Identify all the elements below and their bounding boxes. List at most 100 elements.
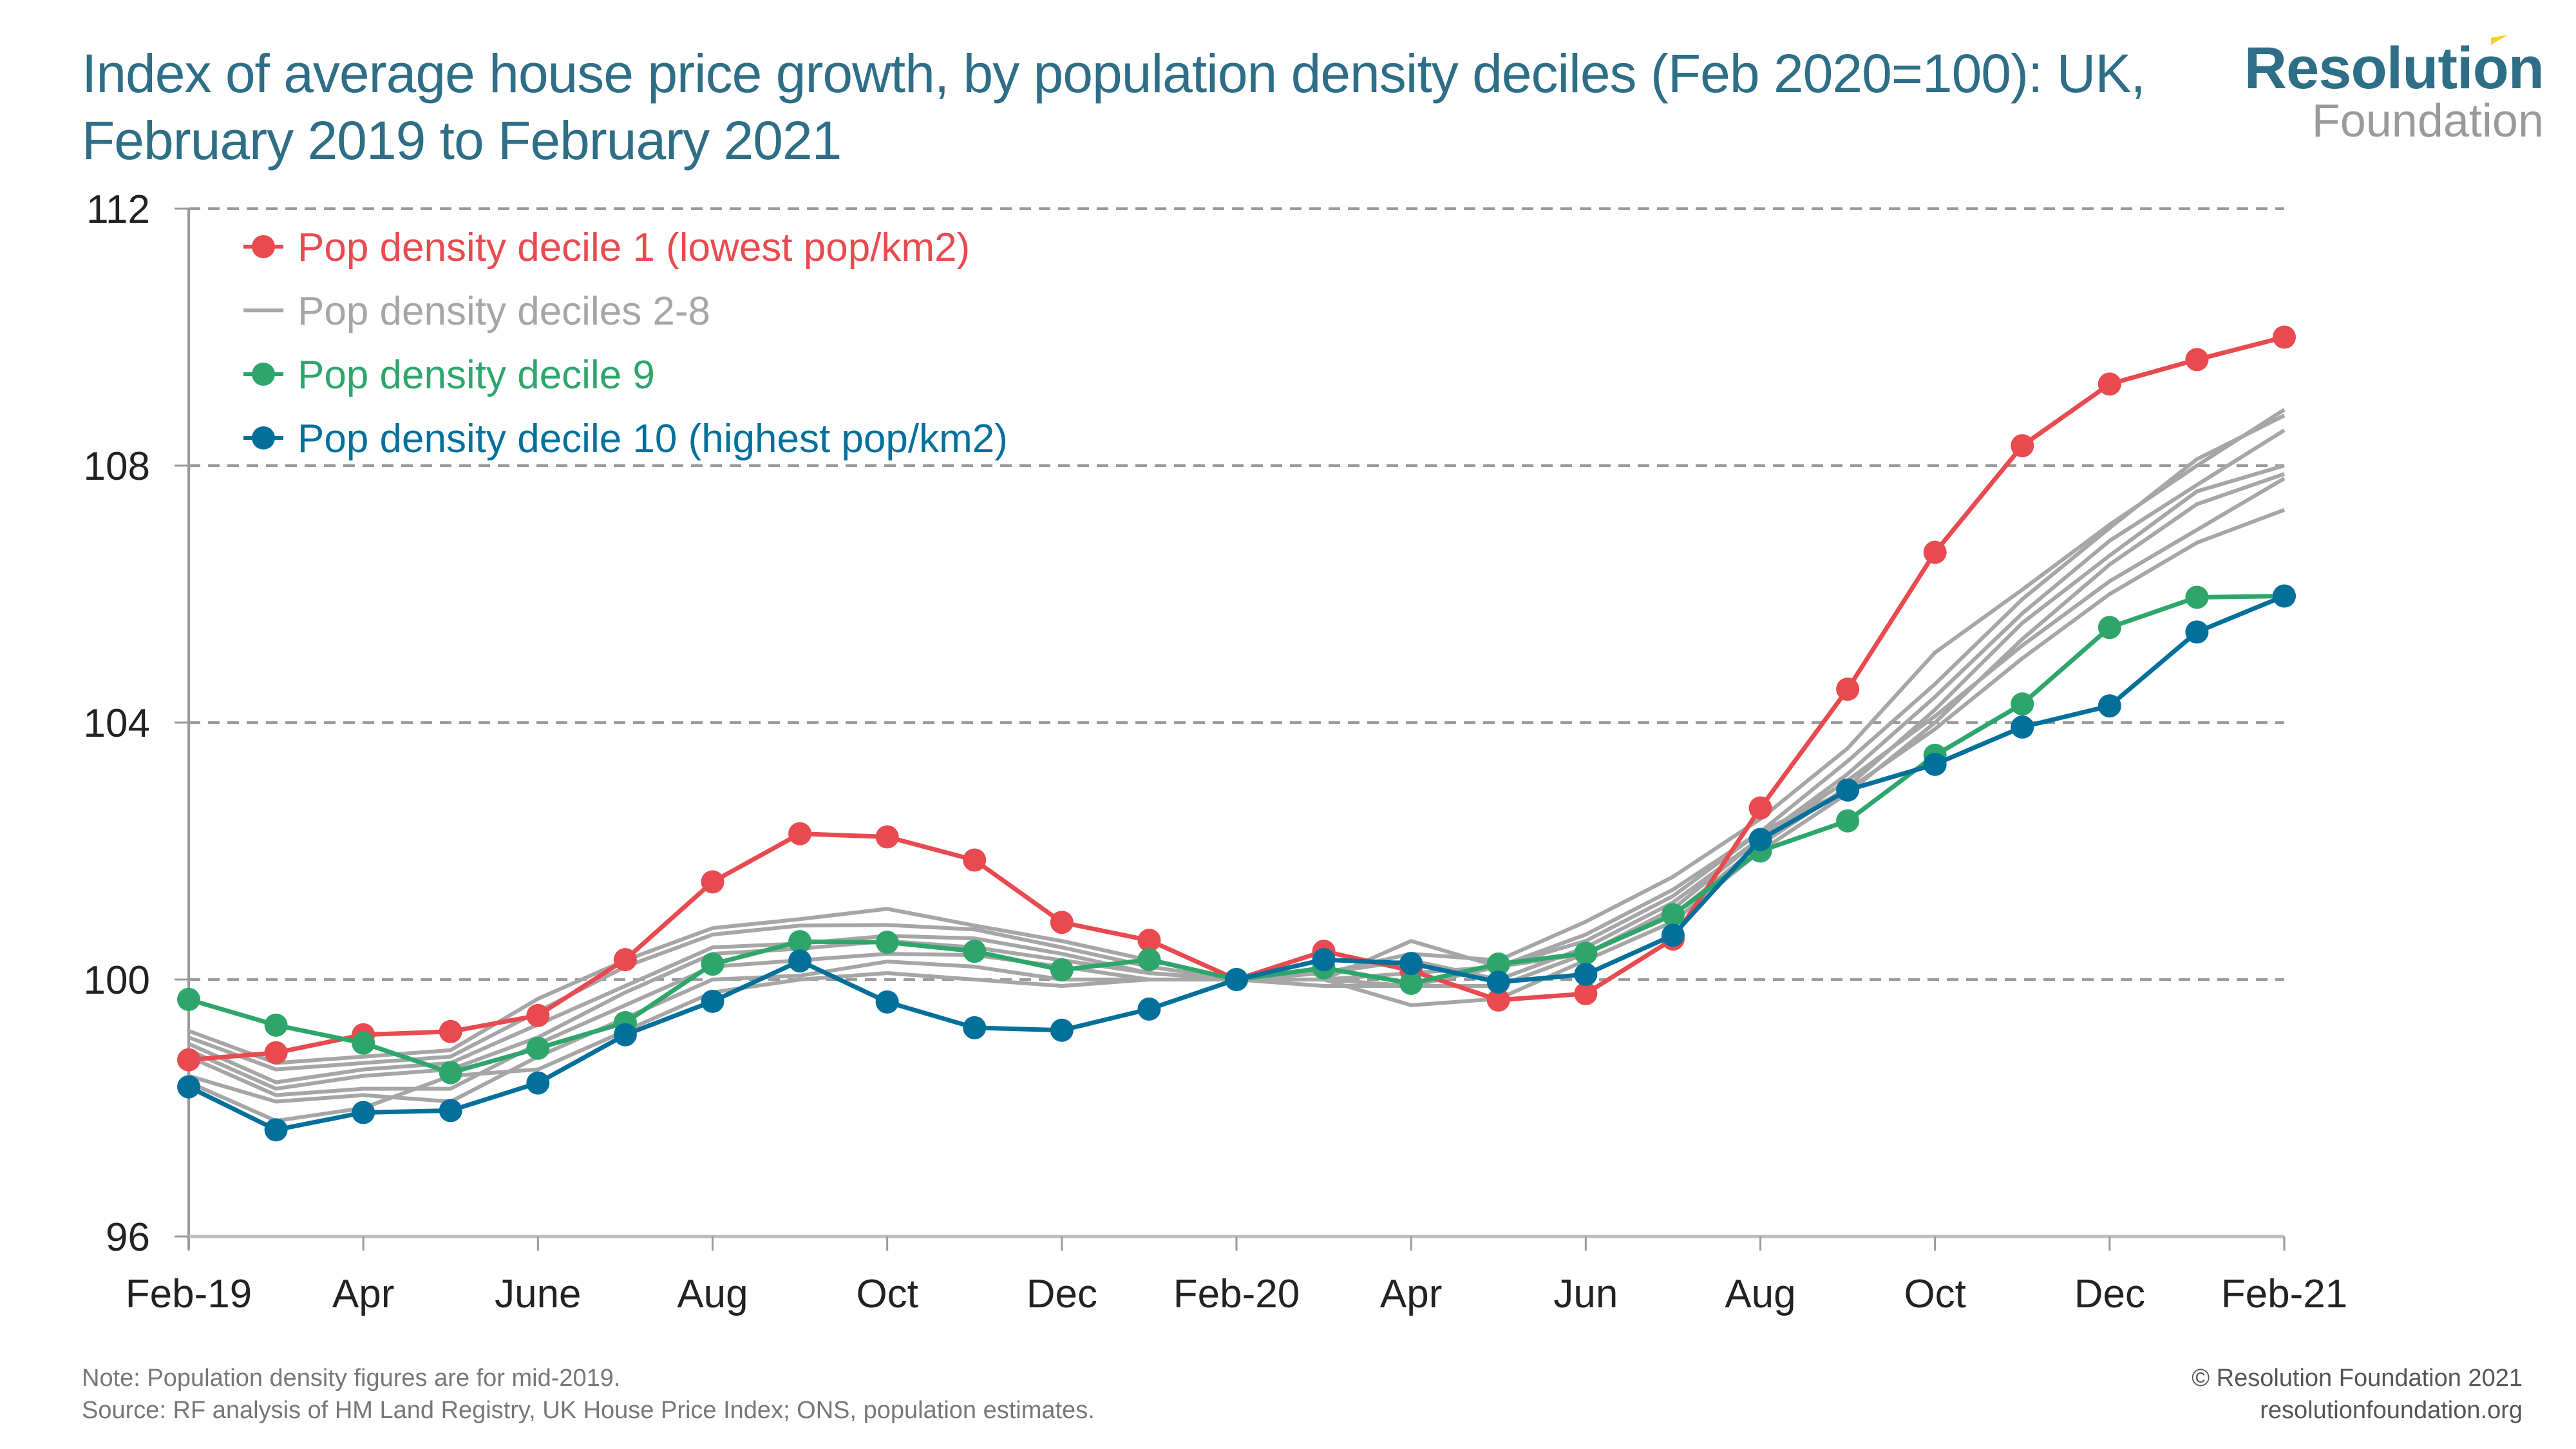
- series-decile9: [177, 584, 2296, 1084]
- data-point-decile10: [1312, 948, 1336, 972]
- data-point-decile10: [1225, 968, 1248, 991]
- logo-sub-text: Foundation: [2311, 95, 2544, 147]
- legend-marker-icon: [252, 426, 275, 450]
- series-line-decile9: [188, 593, 2285, 1075]
- data-point-decile9: [963, 940, 987, 963]
- series-line-deciles2_8: [188, 477, 2286, 1104]
- x-tick-label: Feb-19: [126, 1272, 252, 1316]
- data-point-decile10: [1050, 1018, 1074, 1042]
- data-point-decile9: [352, 1031, 375, 1055]
- data-point-decile10: [1137, 997, 1161, 1021]
- data-point-decile9: [526, 1036, 550, 1060]
- series-decile10: [177, 584, 2296, 1142]
- legend-item-decile9: Pop density decile 9: [243, 353, 655, 397]
- data-point-decile9: [1661, 903, 1685, 927]
- data-point-decile9: [264, 1013, 288, 1037]
- data-point-decile1: [2273, 325, 2296, 349]
- data-point-decile9: [177, 987, 200, 1011]
- y-tick-label-100: 100: [84, 958, 150, 1003]
- data-point-decile10: [2011, 715, 2034, 739]
- x-tick-label: Dec: [1027, 1272, 1097, 1316]
- chart-credit: © Resolution Foundation 2021 resolutionf…: [2192, 1362, 2523, 1426]
- logo-resolution-word: Resolution: [2244, 35, 2544, 101]
- y-tick-label-96: 96: [106, 1215, 150, 1260]
- data-point-decile1: [1923, 540, 1947, 564]
- data-point-decile1: [2011, 434, 2034, 458]
- data-point-decile9: [1486, 952, 1510, 976]
- data-point-decile9: [875, 931, 899, 954]
- data-point-decile1: [1486, 988, 1510, 1012]
- y-tick-label-112: 112: [86, 187, 150, 232]
- data-point-decile9: [1399, 971, 1423, 995]
- data-point-decile1: [1574, 981, 1598, 1005]
- website-text: resolutionfoundation.org: [2260, 1397, 2523, 1424]
- data-point-decile1: [2185, 348, 2209, 372]
- series: [177, 325, 2296, 1142]
- legend-marker-icon: [252, 363, 275, 386]
- data-point-decile10: [1836, 778, 1860, 802]
- data-point-decile9: [701, 952, 724, 976]
- x-tick-label: Apr: [1380, 1272, 1442, 1316]
- data-point-decile10: [613, 1023, 637, 1046]
- data-point-decile10: [439, 1099, 462, 1122]
- data-point-decile10: [963, 1016, 987, 1039]
- data-point-decile1: [1836, 677, 1860, 701]
- data-point-decile9: [2185, 585, 2209, 609]
- copyright-text: © Resolution Foundation 2021: [2192, 1365, 2523, 1392]
- y-tick-label-108: 108: [84, 444, 150, 489]
- x-tick-label: Aug: [677, 1272, 748, 1316]
- data-point-decile9: [1574, 942, 1598, 965]
- data-point-decile1: [613, 948, 637, 972]
- y-tick-label-104: 104: [84, 701, 150, 746]
- data-point-decile10: [2273, 584, 2296, 608]
- data-point-decile1: [439, 1019, 462, 1043]
- series-deciles2_8: [188, 477, 2286, 1104]
- data-point-decile9: [788, 930, 812, 954]
- data-point-decile1: [1050, 911, 1074, 934]
- x-tick-label: Jun: [1553, 1272, 1618, 1316]
- data-point-decile9: [1836, 809, 1860, 833]
- data-point-decile10: [352, 1101, 375, 1124]
- logo-main-text: Resolution: [2244, 35, 2544, 98]
- data-point-decile10: [701, 989, 724, 1013]
- data-point-decile1: [788, 822, 812, 846]
- legend-label: Pop density decile 9: [298, 353, 655, 397]
- x-tick-label: Feb-20: [1173, 1272, 1300, 1316]
- legend: Pop density decile 1 (lowest pop/km2) Pop…: [243, 225, 1008, 461]
- data-point-decile10: [1923, 752, 1947, 776]
- x-tick-label: Aug: [1725, 1272, 1795, 1316]
- data-point-decile9: [2011, 692, 2034, 716]
- data-point-decile9: [439, 1061, 462, 1084]
- series-line-deciles2_8: [187, 472, 2285, 1097]
- legend-label: Pop density deciles 2-8: [298, 289, 710, 334]
- data-point-decile9: [1050, 958, 1074, 982]
- data-point-decile10: [1748, 828, 1772, 851]
- data-point-decile10: [526, 1071, 550, 1095]
- series-deciles2_8: [187, 472, 2285, 1097]
- series-deciles2_8: [187, 464, 2285, 1091]
- resolution-foundation-logo: Resolution Foundation: [2244, 35, 2544, 147]
- legend-item-decile1: Pop density decile 1 (lowest pop/km2): [243, 225, 970, 270]
- legend-item-deciles2_8: Pop density deciles 2-8: [243, 289, 710, 334]
- x-tick-label: Apr: [332, 1272, 394, 1316]
- x-tick-label: Oct: [856, 1272, 918, 1316]
- data-point-decile1: [1137, 929, 1161, 952]
- data-point-decile10: [875, 990, 899, 1014]
- data-point-decile10: [1399, 952, 1423, 976]
- data-point-decile9: [1137, 948, 1161, 972]
- data-point-decile1: [526, 1003, 550, 1027]
- axes: 96 100 104 108 112 Feb-19 Apr June Aug Oct Dec Feb-…: [84, 187, 2348, 1316]
- data-point-decile10: [1486, 970, 1510, 994]
- legend-item-decile10: Pop density decile 10 (highest pop/km2): [243, 417, 1008, 461]
- note-text: Note: Population density figures are for…: [82, 1365, 621, 1392]
- data-point-decile1: [177, 1048, 200, 1072]
- data-point-decile10: [1574, 963, 1598, 987]
- legend-marker-icon: [252, 235, 275, 258]
- data-point-decile10: [177, 1075, 200, 1099]
- data-point-decile10: [2185, 620, 2209, 644]
- data-point-decile10: [1661, 923, 1685, 947]
- x-tick-label: Dec: [2074, 1272, 2145, 1316]
- legend-label: Pop density decile 1 (lowest pop/km2): [298, 225, 970, 270]
- series-line-deciles2_8: [187, 464, 2285, 1091]
